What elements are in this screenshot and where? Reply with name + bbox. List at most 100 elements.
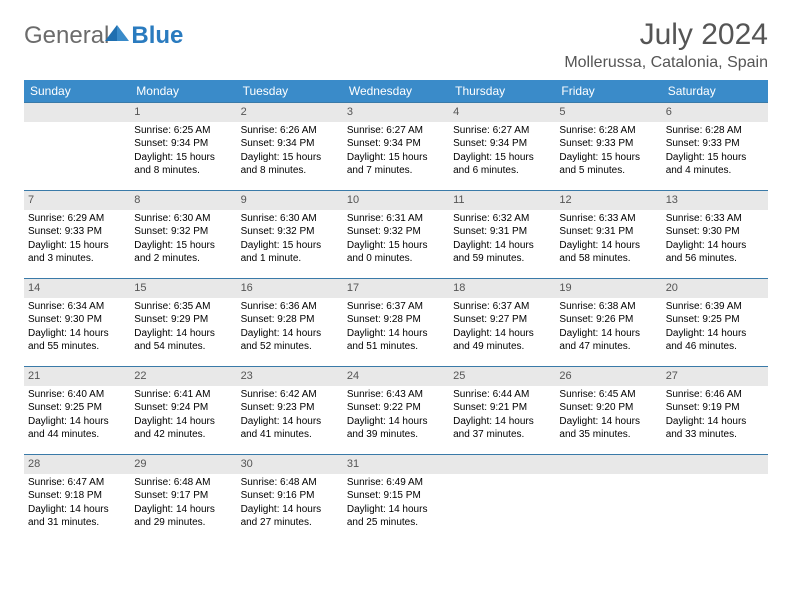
daylight-line: Daylight: 15 hours and 2 minutes.: [134, 239, 232, 266]
day-number-bar: 28: [24, 455, 130, 474]
day-number-bar: 17: [343, 279, 449, 298]
sunset-line: Sunset: 9:28 PM: [241, 313, 339, 327]
logo-triangle-icon: [103, 22, 131, 50]
sunrise-line: Sunrise: 6:38 AM: [559, 300, 657, 314]
title-block: July 2024 Mollerussa, Catalonia, Spain: [564, 18, 768, 72]
day-number-bar: 24: [343, 367, 449, 386]
day-detail: Sunrise: 6:30 AMSunset: 9:32 PMDaylight:…: [130, 210, 236, 270]
day-number-bar: 27: [662, 367, 768, 386]
sunset-line: Sunset: 9:29 PM: [134, 313, 232, 327]
sunrise-line: Sunrise: 6:28 AM: [666, 124, 764, 138]
daylight-line: Daylight: 14 hours and 51 minutes.: [347, 327, 445, 354]
day-number-bar: 5: [555, 103, 661, 122]
day-number-bar: 15: [130, 279, 236, 298]
month-title: July 2024: [564, 18, 768, 52]
day-detail: Sunrise: 6:45 AMSunset: 9:20 PMDaylight:…: [555, 386, 661, 446]
calendar-week-row: 21Sunrise: 6:40 AMSunset: 9:25 PMDayligh…: [24, 367, 768, 455]
day-detail: Sunrise: 6:28 AMSunset: 9:33 PMDaylight:…: [555, 122, 661, 182]
sunrise-line: Sunrise: 6:31 AM: [347, 212, 445, 226]
day-detail: Sunrise: 6:37 AMSunset: 9:27 PMDaylight:…: [449, 298, 555, 358]
day-number-bar: 3: [343, 103, 449, 122]
day-detail: Sunrise: 6:27 AMSunset: 9:34 PMDaylight:…: [449, 122, 555, 182]
sunrise-line: Sunrise: 6:37 AM: [453, 300, 551, 314]
day-number-bar: 23: [237, 367, 343, 386]
daylight-line: Daylight: 14 hours and 41 minutes.: [241, 415, 339, 442]
daylight-line: Daylight: 15 hours and 1 minute.: [241, 239, 339, 266]
day-number-bar: 11: [449, 191, 555, 210]
daylight-line: Daylight: 14 hours and 47 minutes.: [559, 327, 657, 354]
sunset-line: Sunset: 9:31 PM: [559, 225, 657, 239]
sunset-line: Sunset: 9:32 PM: [241, 225, 339, 239]
day-detail: Sunrise: 6:48 AMSunset: 9:16 PMDaylight:…: [237, 474, 343, 534]
day-detail: Sunrise: 6:28 AMSunset: 9:33 PMDaylight:…: [662, 122, 768, 182]
calendar-day-cell: 14Sunrise: 6:34 AMSunset: 9:30 PMDayligh…: [24, 279, 130, 367]
day-detail: Sunrise: 6:36 AMSunset: 9:28 PMDaylight:…: [237, 298, 343, 358]
calendar-day-cell: [24, 103, 130, 191]
day-number-bar: [24, 103, 130, 122]
sunset-line: Sunset: 9:31 PM: [453, 225, 551, 239]
day-detail: Sunrise: 6:43 AMSunset: 9:22 PMDaylight:…: [343, 386, 449, 446]
sunset-line: Sunset: 9:17 PM: [134, 489, 232, 503]
calendar-day-cell: 1Sunrise: 6:25 AMSunset: 9:34 PMDaylight…: [130, 103, 236, 191]
day-detail: Sunrise: 6:26 AMSunset: 9:34 PMDaylight:…: [237, 122, 343, 182]
sunrise-line: Sunrise: 6:27 AM: [453, 124, 551, 138]
sunset-line: Sunset: 9:32 PM: [134, 225, 232, 239]
day-detail: Sunrise: 6:37 AMSunset: 9:28 PMDaylight:…: [343, 298, 449, 358]
sunrise-line: Sunrise: 6:36 AM: [241, 300, 339, 314]
day-header: Friday: [555, 80, 661, 103]
sunrise-line: Sunrise: 6:48 AM: [241, 476, 339, 490]
calendar-day-cell: 10Sunrise: 6:31 AMSunset: 9:32 PMDayligh…: [343, 191, 449, 279]
day-detail: Sunrise: 6:48 AMSunset: 9:17 PMDaylight:…: [130, 474, 236, 534]
sunset-line: Sunset: 9:32 PM: [347, 225, 445, 239]
sunset-line: Sunset: 9:22 PM: [347, 401, 445, 415]
daylight-line: Daylight: 14 hours and 37 minutes.: [453, 415, 551, 442]
daylight-line: Daylight: 15 hours and 7 minutes.: [347, 151, 445, 178]
sunrise-line: Sunrise: 6:30 AM: [134, 212, 232, 226]
sunrise-line: Sunrise: 6:32 AM: [453, 212, 551, 226]
day-number-bar: 13: [662, 191, 768, 210]
calendar-day-cell: 13Sunrise: 6:33 AMSunset: 9:30 PMDayligh…: [662, 191, 768, 279]
daylight-line: Daylight: 14 hours and 52 minutes.: [241, 327, 339, 354]
calendar-week-row: 1Sunrise: 6:25 AMSunset: 9:34 PMDaylight…: [24, 103, 768, 191]
day-detail: Sunrise: 6:34 AMSunset: 9:30 PMDaylight:…: [24, 298, 130, 358]
day-number-bar: 29: [130, 455, 236, 474]
sunrise-line: Sunrise: 6:27 AM: [347, 124, 445, 138]
sunset-line: Sunset: 9:34 PM: [347, 137, 445, 151]
calendar-day-cell: 8Sunrise: 6:30 AMSunset: 9:32 PMDaylight…: [130, 191, 236, 279]
day-header: Monday: [130, 80, 236, 103]
day-number-bar: 22: [130, 367, 236, 386]
day-number-bar: [662, 455, 768, 474]
sunset-line: Sunset: 9:30 PM: [666, 225, 764, 239]
calendar-day-cell: 27Sunrise: 6:46 AMSunset: 9:19 PMDayligh…: [662, 367, 768, 455]
day-number-bar: 6: [662, 103, 768, 122]
day-number-bar: 12: [555, 191, 661, 210]
calendar-day-cell: 30Sunrise: 6:48 AMSunset: 9:16 PMDayligh…: [237, 455, 343, 543]
sunset-line: Sunset: 9:26 PM: [559, 313, 657, 327]
day-detail: Sunrise: 6:29 AMSunset: 9:33 PMDaylight:…: [24, 210, 130, 270]
calendar-week-row: 28Sunrise: 6:47 AMSunset: 9:18 PMDayligh…: [24, 455, 768, 543]
day-number-bar: 20: [662, 279, 768, 298]
daylight-line: Daylight: 15 hours and 0 minutes.: [347, 239, 445, 266]
day-number-bar: 7: [24, 191, 130, 210]
day-detail: Sunrise: 6:31 AMSunset: 9:32 PMDaylight:…: [343, 210, 449, 270]
daylight-line: Daylight: 14 hours and 39 minutes.: [347, 415, 445, 442]
daylight-line: Daylight: 14 hours and 35 minutes.: [559, 415, 657, 442]
day-detail: Sunrise: 6:32 AMSunset: 9:31 PMDaylight:…: [449, 210, 555, 270]
calendar-header-row: SundayMondayTuesdayWednesdayThursdayFrid…: [24, 80, 768, 103]
day-number-bar: 31: [343, 455, 449, 474]
day-detail: Sunrise: 6:38 AMSunset: 9:26 PMDaylight:…: [555, 298, 661, 358]
day-number-bar: 8: [130, 191, 236, 210]
sunrise-line: Sunrise: 6:33 AM: [666, 212, 764, 226]
daylight-line: Daylight: 15 hours and 5 minutes.: [559, 151, 657, 178]
day-number-bar: 9: [237, 191, 343, 210]
day-detail: Sunrise: 6:27 AMSunset: 9:34 PMDaylight:…: [343, 122, 449, 182]
day-number-bar: [449, 455, 555, 474]
sunrise-line: Sunrise: 6:45 AM: [559, 388, 657, 402]
calendar-day-cell: 23Sunrise: 6:42 AMSunset: 9:23 PMDayligh…: [237, 367, 343, 455]
sunrise-line: Sunrise: 6:43 AM: [347, 388, 445, 402]
calendar-day-cell: 5Sunrise: 6:28 AMSunset: 9:33 PMDaylight…: [555, 103, 661, 191]
daylight-line: Daylight: 14 hours and 31 minutes.: [28, 503, 126, 530]
day-header: Sunday: [24, 80, 130, 103]
day-detail: Sunrise: 6:25 AMSunset: 9:34 PMDaylight:…: [130, 122, 236, 182]
calendar-day-cell: 21Sunrise: 6:40 AMSunset: 9:25 PMDayligh…: [24, 367, 130, 455]
